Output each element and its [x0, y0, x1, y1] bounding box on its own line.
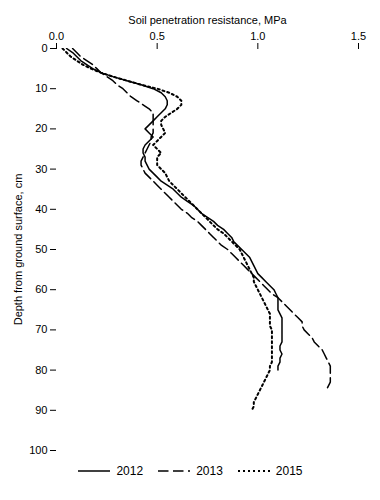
svg-text:20: 20	[35, 122, 47, 134]
html-text:2015: 2015	[275, 464, 303, 478]
html-text:2013: 2013	[196, 464, 223, 478]
svg-text:60: 60	[35, 283, 47, 295]
svg-text:30: 30	[35, 163, 47, 175]
svg-text:Depth from ground surface, cm: Depth from ground surface, cm	[12, 174, 24, 326]
svg-text:50: 50	[35, 243, 47, 255]
svg-text:80: 80	[35, 364, 47, 376]
svg-text:1.5: 1.5	[351, 30, 366, 42]
svg-text:10: 10	[35, 82, 47, 94]
svg-text:90: 90	[35, 404, 47, 416]
svg-text:0.0: 0.0	[49, 30, 64, 42]
svg-text:0: 0	[41, 42, 47, 54]
svg-text:40: 40	[35, 203, 47, 215]
svg-text:Soil penetration resistance, M: Soil penetration resistance, MPa	[128, 14, 287, 26]
svg-text:0.5: 0.5	[150, 30, 165, 42]
svg-text:1.0: 1.0	[250, 30, 265, 42]
html-text:2012: 2012	[116, 464, 144, 478]
svg-text:70: 70	[35, 323, 47, 335]
svg-text:100: 100	[29, 444, 47, 456]
